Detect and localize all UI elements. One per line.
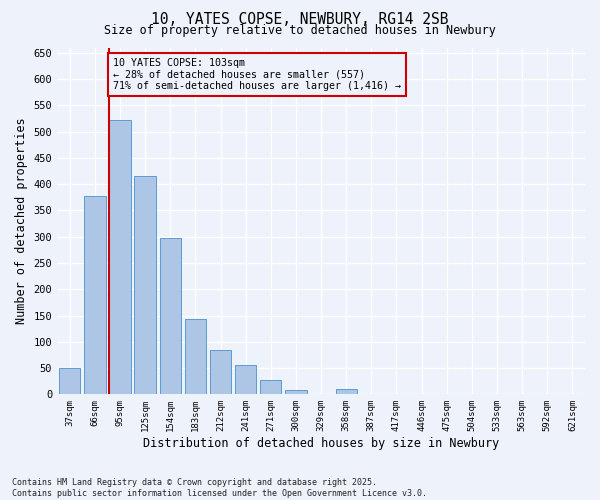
Bar (210, 350, 231, 395)
Bar (160, 238, 181, 394)
Text: 10 YATES COPSE: 103sqm
← 28% of detached houses are smaller (557)
71% of semi-de: 10 YATES COPSE: 103sqm ← 28% of detached… (113, 58, 401, 91)
Text: Size of property relative to detached houses in Newbury: Size of property relative to detached ho… (104, 24, 496, 37)
Bar (185, 319, 206, 394)
Bar (109, 120, 131, 394)
Y-axis label: Number of detached properties: Number of detached properties (15, 118, 28, 324)
Text: 10, YATES COPSE, NEWBURY, RG14 2SB: 10, YATES COPSE, NEWBURY, RG14 2SB (151, 12, 449, 28)
X-axis label: Distribution of detached houses by size in Newbury: Distribution of detached houses by size … (143, 437, 499, 450)
Bar (134, 176, 156, 394)
Bar (335, 389, 357, 394)
Bar (260, 380, 281, 394)
Bar (59, 368, 80, 394)
Bar (285, 390, 307, 394)
Bar (235, 365, 256, 394)
Bar (84, 196, 106, 394)
Text: Contains HM Land Registry data © Crown copyright and database right 2025.
Contai: Contains HM Land Registry data © Crown c… (12, 478, 427, 498)
